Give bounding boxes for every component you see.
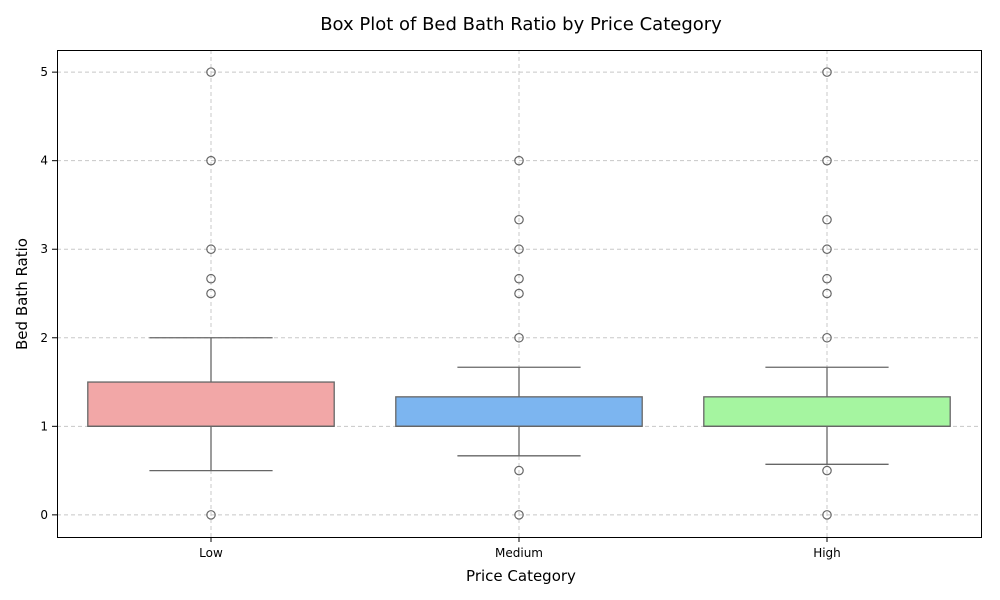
box-low [87,67,335,520]
iqr-box [87,381,335,427]
iqr-box [703,396,951,427]
outlier-point [822,510,832,520]
outlier-point [822,288,832,299]
outlier-point [514,332,524,343]
outlier-point [822,67,832,77]
outlier-point [206,273,216,284]
outlier-point [514,244,524,255]
x-tick-label: High [813,546,841,560]
y-tick-label: 4 [40,154,48,168]
outlier-point [514,288,524,299]
outlier-point [822,332,832,343]
axis-ticks: 0 1 2 3 4 5 Low Medium High [40,65,840,560]
outlier-point [514,214,524,225]
outlier-point [822,273,832,284]
outlier-point [514,465,524,476]
data-marks [87,67,951,520]
y-tick-label: 0 [40,508,48,522]
outlier-point [514,510,524,520]
y-tick-label: 1 [40,419,48,433]
iqr-box [395,396,643,427]
x-tick-label: Medium [495,546,543,560]
outlier-point [206,155,216,166]
outlier-point [206,244,216,255]
box-high [703,67,951,520]
outlier-point [822,244,832,255]
y-axis-label: Bed Bath Ratio [13,238,31,350]
chart-title: Box Plot of Bed Bath Ratio by Price Cate… [320,14,722,35]
x-axis-label: Price Category [466,567,576,585]
y-tick-label: 3 [40,242,48,256]
outlier-point [206,288,216,299]
outlier-point [206,67,216,77]
outlier-point [206,510,216,520]
outlier-point [514,155,524,166]
y-tick-label: 5 [40,65,48,79]
x-tick-label: Low [199,546,223,560]
outlier-point [822,465,832,476]
box-medium [395,155,643,520]
outlier-point [822,155,832,166]
y-tick-label: 2 [40,331,48,345]
outlier-point [822,214,832,225]
outlier-point [514,273,524,284]
